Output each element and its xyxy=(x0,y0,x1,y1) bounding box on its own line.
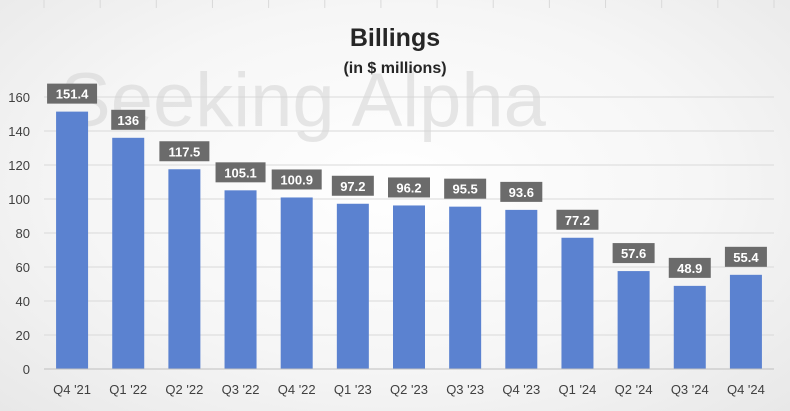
y-tick-label: 140 xyxy=(8,124,30,139)
data-label: 136 xyxy=(117,113,139,128)
y-tick-label: 60 xyxy=(16,260,30,275)
x-tick-label: Q4 '21 xyxy=(53,382,91,397)
data-label: 57.6 xyxy=(621,246,646,261)
data-label: 96.2 xyxy=(396,180,421,195)
data-label: 55.4 xyxy=(733,250,759,265)
data-label: 117.5 xyxy=(168,144,200,159)
data-label-box xyxy=(668,257,711,278)
bar xyxy=(673,285,706,369)
chart-subtitle: (in $ millions) xyxy=(343,60,446,77)
data-label-box xyxy=(724,246,767,267)
data-label-box xyxy=(215,162,266,183)
x-tick-label: Q4 '23 xyxy=(502,382,540,397)
bar xyxy=(617,271,650,369)
watermark-text: Seeking Alpha xyxy=(60,58,547,143)
x-tick-label: Q2 '23 xyxy=(390,382,428,397)
bar xyxy=(336,203,369,369)
bar xyxy=(280,197,313,369)
bar xyxy=(112,137,145,369)
data-label: 93.6 xyxy=(509,185,534,200)
x-tick-label: Q2 '24 xyxy=(615,382,653,397)
data-label: 100.9 xyxy=(280,172,313,187)
x-tick-label: Q1 '23 xyxy=(334,382,372,397)
bars xyxy=(56,111,762,370)
x-tick-label: Q4 '22 xyxy=(278,382,316,397)
y-tick-label: 20 xyxy=(16,328,30,343)
chart-title: Billings xyxy=(350,24,440,52)
data-label: 77.2 xyxy=(565,213,590,228)
y-tick-label: 40 xyxy=(16,294,30,309)
x-tick-label: Q4 '24 xyxy=(727,382,765,397)
bar xyxy=(449,206,482,369)
x-tick-label: Q2 '22 xyxy=(165,382,203,397)
data-label: 97.2 xyxy=(340,179,365,194)
y-tick-label: 120 xyxy=(8,158,30,173)
data-label-box xyxy=(500,181,543,202)
data-label-box xyxy=(331,175,374,196)
data-label: 105.1 xyxy=(224,165,257,180)
y-tick-label: 0 xyxy=(23,362,30,377)
data-label-box xyxy=(388,177,430,198)
data-label: 48.9 xyxy=(677,261,702,276)
bar xyxy=(168,169,201,369)
x-axis: Q4 '21 Q1 '22 Q2 '22 Q3 '22 Q4 '22 Q1 '23 Q2 '… xyxy=(44,368,774,397)
bar xyxy=(505,209,538,369)
x-tick-label: Q1 '22 xyxy=(109,382,147,397)
bar xyxy=(393,205,425,369)
x-tick-label: Q3 '24 xyxy=(671,382,709,397)
x-tick-label: Q1 '24 xyxy=(559,382,597,397)
bar xyxy=(561,237,594,369)
bar xyxy=(224,190,257,369)
data-label-box xyxy=(444,178,487,199)
data-labels: 151.4 136 117.5 105.1 100.9 97.2 96.2 95.5 93.6 7… xyxy=(47,83,767,278)
data-label-box xyxy=(111,109,146,130)
y-tick-label: 160 xyxy=(8,90,30,105)
data-label-box xyxy=(159,141,210,162)
data-label: 95.5 xyxy=(452,182,477,197)
data-label-box xyxy=(271,169,322,190)
y-axis: 0 20 40 60 80 100 120 140 160 xyxy=(8,90,30,377)
x-tick-label: Q3 '22 xyxy=(222,382,260,397)
x-tick-label: Q3 '23 xyxy=(446,382,484,397)
y-tick-label: 80 xyxy=(16,226,30,241)
bar xyxy=(56,111,89,370)
bar xyxy=(729,274,762,369)
data-label-box xyxy=(556,209,599,230)
data-label-box xyxy=(47,83,98,104)
data-label-box xyxy=(612,243,655,264)
data-label: 151.4 xyxy=(56,87,89,102)
y-tick-label: 100 xyxy=(8,192,30,207)
watermark: Seeking Alpha xyxy=(60,58,547,143)
